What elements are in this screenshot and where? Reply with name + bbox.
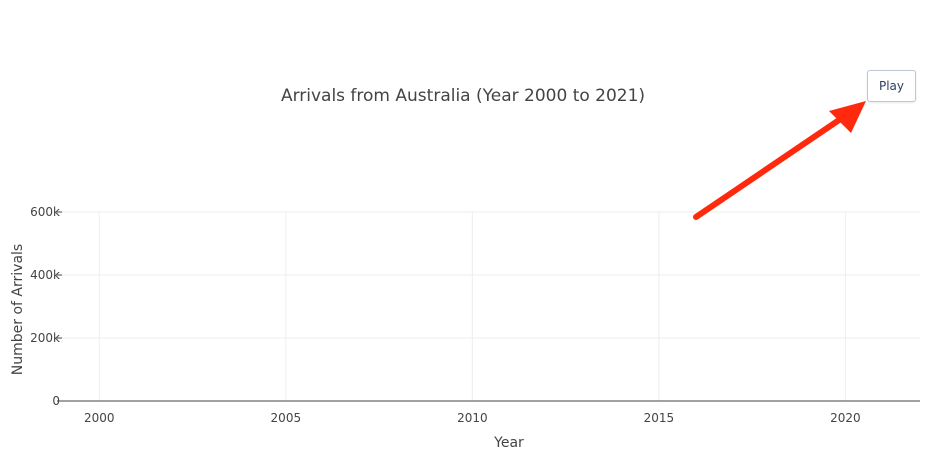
y-tick-label: 400k bbox=[30, 268, 60, 282]
y-axis-title: Number of Arrivals bbox=[10, 244, 26, 375]
x-axis-title: Year bbox=[493, 435, 524, 450]
arrow-head bbox=[829, 101, 866, 133]
y-tick-label: 600k bbox=[30, 205, 60, 219]
axis-labels: 2000 2005 2010 2015 2020 0 200k 400k 600k Year Num… bbox=[10, 205, 861, 450]
x-tick-label: 2000 bbox=[84, 411, 115, 425]
x-tick-label: 2010 bbox=[457, 411, 488, 425]
y-tick-label: 0 bbox=[52, 394, 60, 408]
axes bbox=[57, 211, 920, 402]
y-tick-label: 200k bbox=[30, 331, 60, 345]
x-tick-label: 2005 bbox=[271, 411, 302, 425]
annotation-arrow bbox=[693, 101, 866, 220]
x-tick-label: 2020 bbox=[830, 411, 861, 425]
x-tick-label: 2015 bbox=[644, 411, 675, 425]
arrow-shaft bbox=[693, 115, 845, 220]
grid-lines bbox=[62, 211, 920, 401]
chart-title: Arrivals from Australia (Year 2000 to 20… bbox=[280, 86, 646, 106]
play-button[interactable]: Play bbox=[867, 70, 916, 102]
